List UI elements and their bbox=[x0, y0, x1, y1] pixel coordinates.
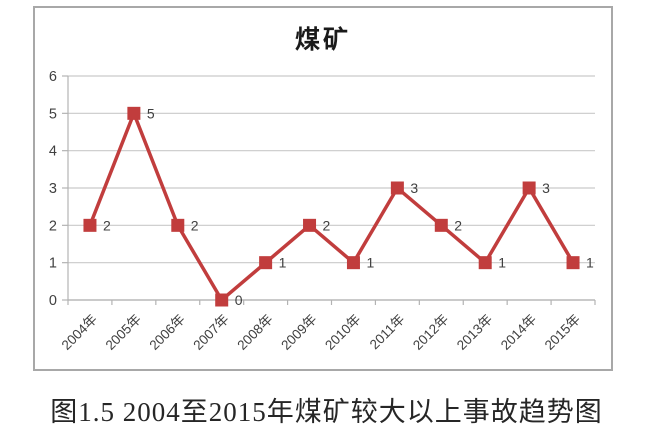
data-point-label: 3 bbox=[542, 180, 550, 196]
x-axis-tick-label: 2009年 bbox=[278, 312, 319, 353]
x-axis-tick-label: 2007年 bbox=[190, 312, 231, 353]
x-axis-tick-label: 2006年 bbox=[147, 312, 188, 353]
data-point-marker bbox=[434, 218, 448, 232]
y-axis-tick-label: 1 bbox=[49, 256, 57, 272]
y-axis-tick-label: 4 bbox=[49, 144, 57, 160]
data-point-marker bbox=[215, 293, 229, 307]
data-point-marker bbox=[522, 181, 536, 195]
chart-title: 煤矿 bbox=[294, 26, 351, 54]
data-point-label: 2 bbox=[323, 217, 331, 233]
data-point-label: 1 bbox=[498, 255, 506, 271]
x-axis-tick-label: 2013年 bbox=[454, 312, 495, 353]
data-point-marker bbox=[566, 256, 580, 270]
y-axis-tick-label: 5 bbox=[49, 106, 57, 122]
y-axis-tick-label: 6 bbox=[49, 69, 57, 85]
data-point-marker bbox=[390, 181, 404, 195]
data-point-marker bbox=[127, 106, 141, 120]
x-axis-tick-label: 2005年 bbox=[103, 312, 144, 353]
y-axis-tick-label: 2 bbox=[49, 218, 57, 234]
x-axis-tick-label: 2015年 bbox=[542, 312, 583, 353]
data-point-marker bbox=[303, 218, 317, 232]
data-point-label: 2 bbox=[103, 217, 111, 233]
data-point-marker bbox=[346, 256, 360, 270]
data-point-label: 5 bbox=[147, 105, 155, 121]
chart-frame: 煤矿 0 1 2 3 4 5 6 2004年 2005年 2006年 2007年 2008年 2009年… bbox=[33, 6, 613, 371]
data-point-marker bbox=[478, 256, 492, 270]
data-point-label: 1 bbox=[586, 255, 594, 271]
data-point-marker bbox=[83, 218, 97, 232]
x-axis-tick-label: 2014年 bbox=[498, 312, 539, 353]
x-axis-tick-label: 2008年 bbox=[234, 312, 275, 353]
y-axis-tick-label: 0 bbox=[49, 293, 57, 309]
trend-line bbox=[88, 108, 575, 303]
y-axis-tick-label: 3 bbox=[49, 181, 57, 197]
data-point-marker bbox=[259, 256, 273, 270]
x-axis-tick-label: 2012年 bbox=[410, 312, 451, 353]
data-point-label: 2 bbox=[454, 217, 462, 233]
data-point-label: 3 bbox=[410, 180, 418, 196]
figure-caption: 图1.5 2004至2015年煤矿较大以上事故趋势图 bbox=[50, 397, 603, 427]
data-point-marker bbox=[171, 218, 185, 232]
data-point-label: 0 bbox=[235, 292, 243, 308]
x-axis-tick-label: 2011年 bbox=[367, 312, 408, 353]
data-point-label: 1 bbox=[366, 255, 374, 271]
data-point-label: 2 bbox=[191, 217, 199, 233]
data-point-label: 1 bbox=[279, 255, 287, 271]
x-axis-tick-label: 2004年 bbox=[59, 312, 100, 353]
x-axis-tick-label: 2010年 bbox=[322, 312, 363, 353]
